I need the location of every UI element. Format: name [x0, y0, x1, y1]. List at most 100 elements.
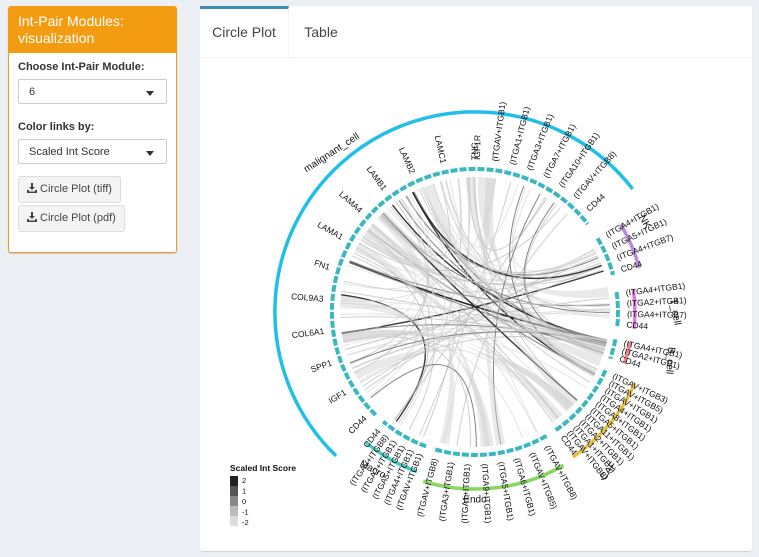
- sector-label-malignant: LAMA1: [316, 220, 345, 242]
- sector-label-endo: (ITGA9+ITGB1): [480, 463, 494, 523]
- legend-swatch: [230, 506, 238, 516]
- chord-links: [339, 176, 611, 448]
- sector-track: [553, 369, 608, 433]
- module-select-label: Choose Int-Pair Module:: [18, 61, 145, 73]
- chord-link: [380, 214, 594, 377]
- circle-plot: CD44IGF1SPP1COL6A1COL9A3FN1LAMA1LAMA4LAM…: [230, 101, 687, 527]
- group-name-t: T_cell: [667, 298, 682, 326]
- chord-ribbon: [425, 183, 578, 407]
- group-name-b: B_cell: [663, 347, 676, 375]
- sector-label-t: CD44: [626, 319, 649, 331]
- group-arc-endo: [422, 463, 565, 491]
- sector-label-malignant: CD44: [346, 413, 369, 435]
- chord-link: [445, 180, 611, 312]
- color-select-value: Scaled Int Score: [29, 146, 110, 158]
- chord-link: [449, 179, 538, 433]
- chord-link: [341, 324, 606, 347]
- legend-tick: 1: [242, 487, 246, 496]
- tab-circle-plot[interactable]: Circle Plot: [200, 6, 289, 57]
- chord-link: [509, 185, 595, 375]
- tab-table[interactable]: Table: [304, 24, 338, 40]
- legend-tick: -1: [242, 508, 249, 517]
- sector-label-malignant: IGF1R: [472, 135, 482, 160]
- tab-bar: Circle Plot Table: [200, 6, 752, 58]
- chord-link: [393, 177, 462, 421]
- group-arc-macro: [364, 440, 418, 474]
- chord-link: [347, 342, 556, 422]
- chord-link: [366, 230, 435, 431]
- sector-label-malignant: FN1: [313, 258, 332, 272]
- chord-link: [422, 177, 471, 437]
- chord-link: [391, 204, 608, 342]
- chord-ribbon: [341, 330, 573, 412]
- legend-tick: 2: [242, 476, 246, 485]
- chord-ribbon: [367, 223, 608, 349]
- group-arc-nk: [619, 223, 641, 269]
- download-tiff-label: Circle Plot (tiff): [40, 183, 112, 195]
- chord-link: [492, 193, 541, 445]
- legend-tick: -2: [242, 518, 249, 527]
- sector-label-malignant: COL6A1: [291, 326, 325, 340]
- sector-track: [329, 166, 590, 417]
- color-legend: Scaled Int Score 2 10 -1-2: [230, 463, 296, 527]
- chord-link: [340, 302, 606, 348]
- legend-swatch: [230, 486, 238, 496]
- download-pdf-label: Circle Plot (pdf): [40, 212, 116, 224]
- group-name-endo: Endo: [463, 495, 487, 506]
- legend-title: Scaled Int Score: [230, 463, 296, 473]
- sector-label-malignant: IGF1: [327, 387, 349, 406]
- main-panel: Circle Plot Table CD44 IGF1 SPP1 COL6A1 COL9…: [200, 6, 752, 551]
- module-select-value: 6: [29, 86, 36, 98]
- chord-link: [360, 239, 597, 281]
- sector-label-endo: (ITGA1+ITGB1): [459, 463, 472, 523]
- chord-link: [343, 336, 524, 439]
- group-arc-caf: [571, 382, 637, 459]
- chevron-down-icon: [146, 151, 154, 156]
- group-arc-t: [631, 289, 637, 329]
- color-links-select[interactable]: Scaled Int Score: [18, 139, 167, 164]
- chord-ribbon: [483, 177, 506, 446]
- chord-link: [342, 193, 432, 290]
- sector-track: [608, 338, 618, 360]
- chord-link: [444, 180, 519, 248]
- sector-track: [432, 434, 548, 457]
- legend-swatch: [230, 516, 238, 526]
- sector-track: [595, 237, 616, 276]
- chord-link: [511, 186, 610, 318]
- sector-label-t: (ITGA2+ITGB1): [626, 295, 686, 308]
- chord-link: [350, 255, 598, 365]
- chord-link: [423, 186, 602, 278]
- chord-link: [345, 297, 610, 350]
- module-select[interactable]: 6: [18, 79, 167, 104]
- sector-label-malignant: CD44: [584, 191, 607, 213]
- download-pdf-button[interactable]: Circle Plot (pdf): [18, 205, 125, 232]
- sector-label-malignant: LAMA4: [337, 189, 365, 215]
- sector-label-endo: (ITGA5+ITGB1): [496, 461, 516, 522]
- chord-ribbon: [377, 212, 455, 445]
- sector-track: [381, 419, 427, 449]
- sector-label-malignant: LAMB1: [365, 164, 390, 193]
- chord-link: [441, 181, 595, 376]
- chord-link: [349, 331, 607, 364]
- chord-link: [422, 187, 596, 373]
- chord-link: [344, 327, 607, 346]
- chord-link: [418, 181, 512, 436]
- legend-swatch: [230, 496, 238, 506]
- sector-label-malignant: TNC: [469, 143, 479, 160]
- chord-link: [370, 363, 477, 448]
- sector-track: [614, 291, 620, 328]
- sidebar-panel: Int-Pair Modules: visualization Choose I…: [8, 6, 177, 253]
- color-select-label: Color links by:: [18, 121, 95, 133]
- sector-label-t: (ITGA4+ITGB7): [627, 309, 687, 320]
- legend-swatch: [230, 476, 238, 486]
- sector-label-malignant: SPP1: [309, 358, 333, 375]
- chord-link: [362, 236, 604, 286]
- chord-link: [356, 247, 429, 424]
- download-tiff-button[interactable]: Circle Plot (tiff): [18, 176, 121, 203]
- sector-label-malignant: (ITGAV+ITGB1): [490, 101, 508, 162]
- chevron-down-icon: [146, 91, 154, 96]
- chord-link: [343, 332, 587, 389]
- download-icon: [27, 212, 37, 222]
- chord-link: [358, 207, 561, 271]
- sector-label-endo: (ITGA3+ITGB1): [437, 461, 456, 522]
